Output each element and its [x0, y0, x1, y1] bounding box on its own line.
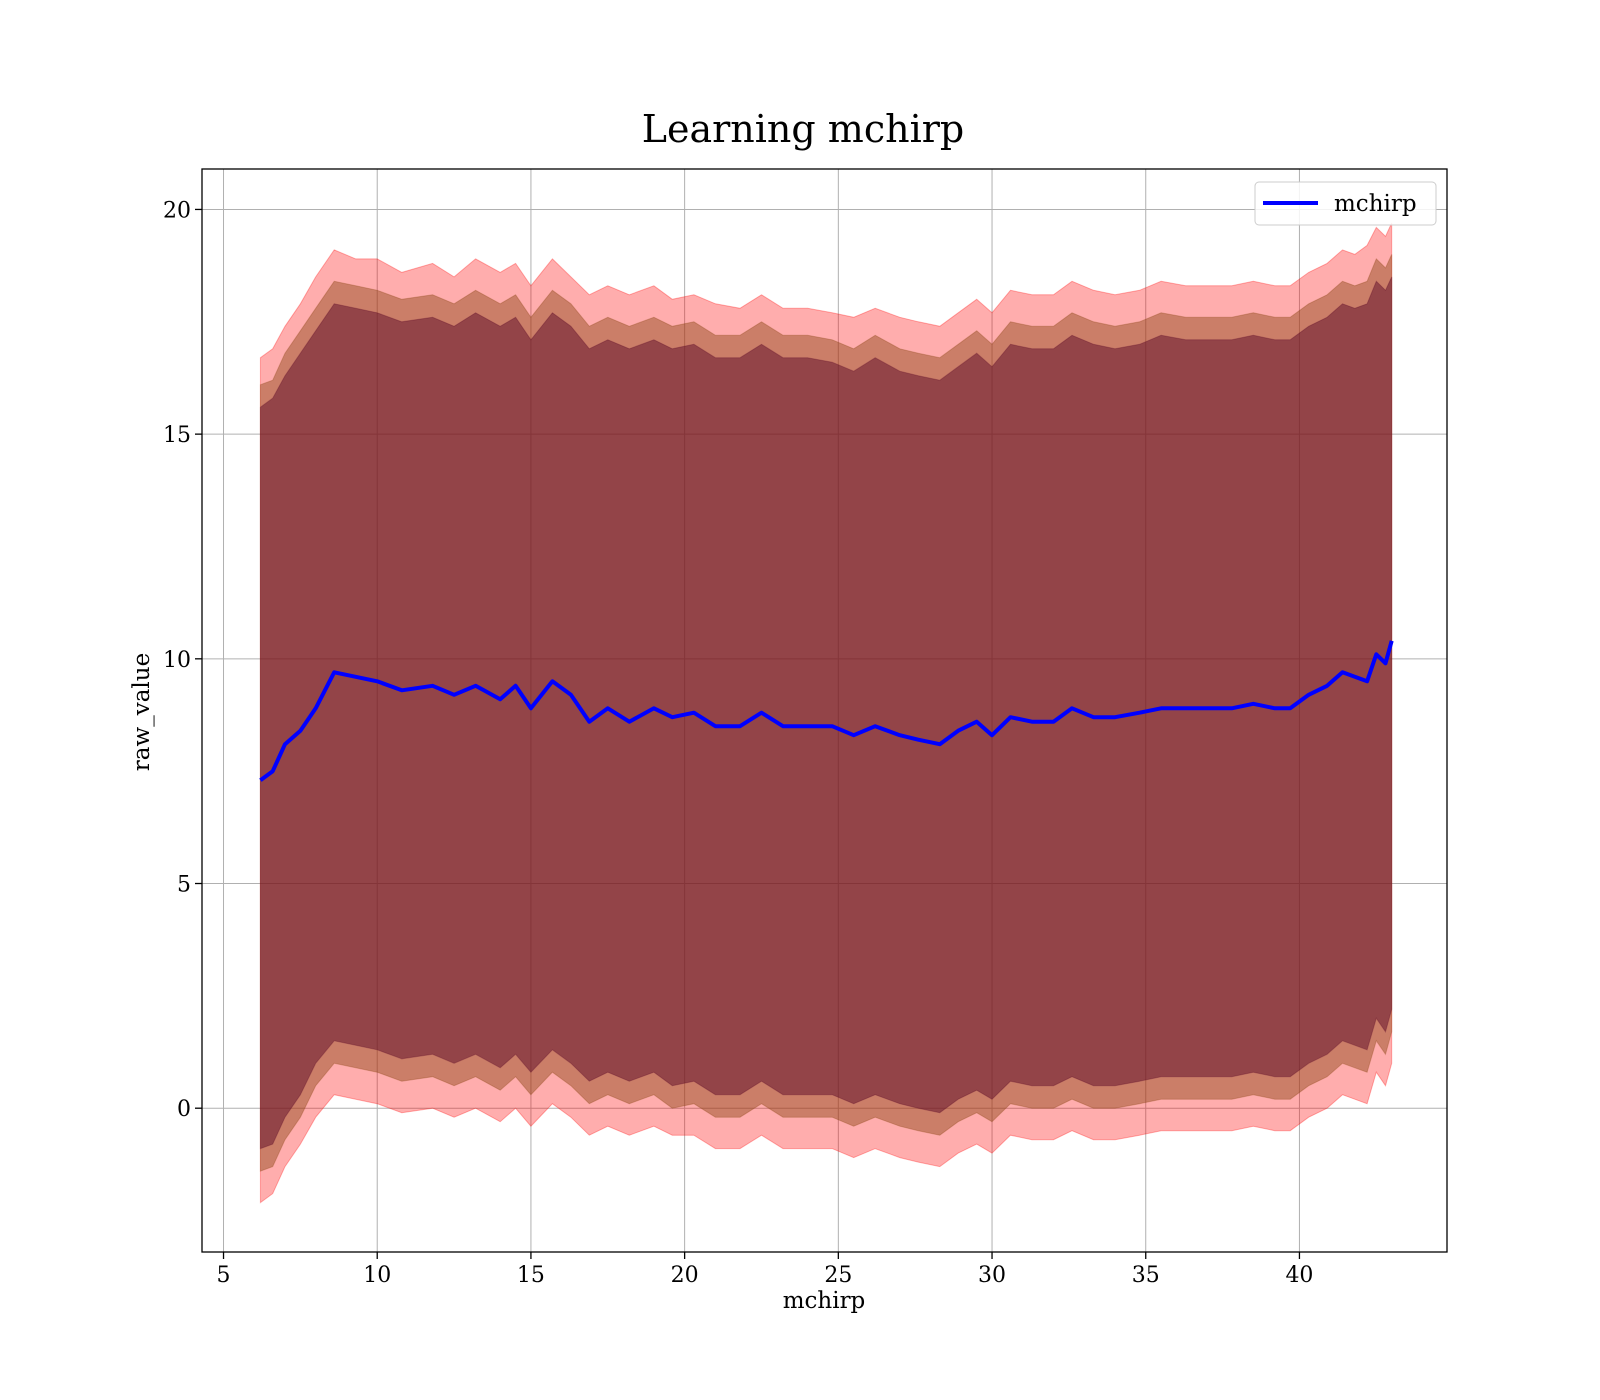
x-axis-ticks: 5 10 15 20 25 30 35 40 [217, 1252, 1313, 1288]
y-tick-label: 20 [163, 198, 191, 223]
band-inner [259, 276, 1393, 1150]
x-tick-label: 10 [363, 1263, 391, 1288]
y-tick-label: 10 [163, 648, 191, 673]
y-axis-ticks: 0 5 10 15 20 [163, 198, 202, 1122]
chart-title: Learning mchirp [642, 107, 964, 151]
y-tick-label: 0 [177, 1097, 191, 1122]
series-line [259, 640, 1394, 782]
x-tick-label: 35 [1132, 1263, 1160, 1288]
series-line-group [259, 640, 1394, 782]
x-tick-label: 25 [824, 1263, 852, 1288]
y-tick-label: 15 [163, 423, 191, 448]
x-tick-label: 20 [671, 1263, 699, 1288]
legend-box [1254, 181, 1437, 226]
y-axis-label: raw_value [129, 653, 155, 771]
y-tick-label: 5 [177, 873, 191, 898]
x-tick-label: 15 [517, 1263, 545, 1288]
plot-frame [201, 168, 1448, 1253]
x-tick-label: 30 [978, 1263, 1006, 1288]
bands [259, 222, 1393, 1204]
x-tick-label: 40 [1285, 1263, 1313, 1288]
legend: mchirp [1254, 181, 1437, 226]
x-axis-label: mchirp [783, 1288, 866, 1314]
x-tick-label: 5 [217, 1263, 231, 1288]
legend-label: mchirp [1334, 191, 1417, 217]
